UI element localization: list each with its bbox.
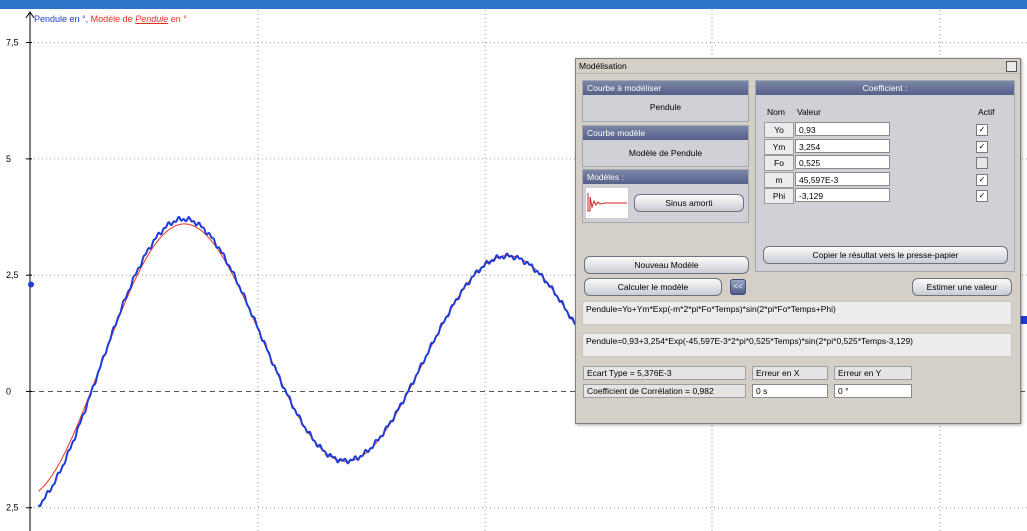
coef-name-phi: Phi bbox=[764, 188, 794, 204]
coef-value-ym[interactable]: 3,254 bbox=[795, 139, 890, 153]
legend-series-model-prefix: Modèle de bbox=[90, 14, 136, 24]
collapse-button[interactable]: << bbox=[730, 279, 746, 295]
coef-value-yo[interactable]: 0,93 bbox=[795, 122, 890, 136]
chart-legend: Pendule en °, Modèle de Pendule en ° bbox=[34, 14, 187, 24]
dialog-title: Modélisation bbox=[579, 61, 627, 71]
coef-active-ym-checkbox[interactable]: ✓ bbox=[976, 141, 988, 153]
erreur-y-input[interactable]: 0 ° bbox=[834, 384, 912, 398]
model-thumbnail-icon bbox=[585, 187, 629, 219]
modeles-label: Modèles : bbox=[587, 172, 624, 182]
right-edge-marker bbox=[1020, 316, 1027, 324]
coef-value-phi[interactable]: -3,129 bbox=[795, 188, 890, 202]
courbe-modele-label: Courbe modèle bbox=[587, 128, 646, 138]
pendule-data-line bbox=[37, 216, 576, 508]
ecart-type: Ecart Type = 5,376E-3 bbox=[583, 366, 746, 380]
sinus-amorti-button[interactable]: Sinus amorti bbox=[634, 194, 744, 212]
y-tick-label: 2,5 bbox=[6, 270, 19, 280]
legend-series-pendule: Pendule en ° bbox=[34, 14, 86, 24]
coef-name-fo: Fo bbox=[764, 155, 794, 171]
formula-generic[interactable]: Pendule=Yo+Ym*Exp(-m*2*pi*Fo*Temps)*sin(… bbox=[582, 301, 1012, 325]
coef-active-phi-checkbox[interactable]: ✓ bbox=[976, 190, 988, 202]
dialog-title-bar[interactable]: Modélisation bbox=[576, 59, 1020, 74]
legend-series-model-name[interactable]: Pendule bbox=[135, 14, 169, 24]
formula-numeric[interactable]: Pendule=0,93+3,254*Exp(-45,597E-3*2*pi*0… bbox=[582, 333, 1012, 357]
y-axis: 7,5 5 2,5 0 2,5 bbox=[6, 11, 35, 531]
estimer-valeur-button[interactable]: Estimer une valeur bbox=[912, 278, 1012, 296]
y-axis-arrow bbox=[25, 11, 35, 19]
coef-name-ym: Ym bbox=[764, 139, 794, 155]
data-start-marker bbox=[28, 281, 34, 288]
courbe-a-modeliser-value[interactable]: Pendule bbox=[649, 102, 682, 112]
y-tick-label: 5 bbox=[6, 154, 11, 164]
correlation-coefficient: Coefficient de Corrélation = 0,982 bbox=[583, 384, 746, 398]
coef-value-fo[interactable]: 0,525 bbox=[795, 155, 890, 169]
coef-active-fo-checkbox[interactable] bbox=[976, 157, 988, 169]
model-curve-line bbox=[38, 223, 576, 492]
calculer-modele-button[interactable]: Calculer le modèle bbox=[584, 278, 722, 296]
erreur-x-input[interactable]: 0 s bbox=[752, 384, 828, 398]
y-tick-label: 2,5 bbox=[6, 503, 19, 513]
col-actif-header: Actif bbox=[978, 107, 995, 117]
legend-series-model-suffix: en ° bbox=[168, 14, 187, 24]
close-icon[interactable] bbox=[1006, 61, 1017, 72]
window-top-bar bbox=[0, 0, 1027, 9]
courbe-a-modeliser-label: Courbe à modéliser bbox=[587, 83, 662, 93]
coef-active-yo-checkbox[interactable]: ✓ bbox=[976, 124, 988, 136]
y-tick-label: 7,5 bbox=[6, 38, 19, 48]
nouveau-modele-button[interactable]: Nouveau Modèle bbox=[584, 256, 749, 274]
erreur-x-label: Erreur en X bbox=[752, 366, 828, 380]
coef-name-m: m bbox=[764, 172, 794, 188]
courbe-modele-panel: Courbe modèle Modèle de Pendule bbox=[582, 125, 749, 167]
y-tick-label: 0 bbox=[6, 386, 11, 396]
erreur-y-label: Erreur en Y bbox=[834, 366, 912, 380]
legend-separator: , bbox=[85, 14, 91, 24]
coefficient-header: Coefficient : bbox=[862, 83, 908, 93]
coef-active-m-checkbox[interactable]: ✓ bbox=[976, 174, 988, 186]
courbe-a-modeliser-panel: Courbe à modéliser Pendule bbox=[582, 80, 749, 122]
col-nom-header: Nom bbox=[767, 107, 785, 117]
copy-result-button[interactable]: Copier le résultat vers le presse-papier bbox=[763, 246, 1008, 264]
coef-name-yo: Yo bbox=[764, 122, 794, 138]
courbe-modele-value[interactable]: Modèle de Pendule bbox=[628, 148, 703, 158]
coef-value-m[interactable]: 45,597E-3 bbox=[795, 172, 890, 186]
col-valeur-header: Valeur bbox=[797, 107, 821, 117]
